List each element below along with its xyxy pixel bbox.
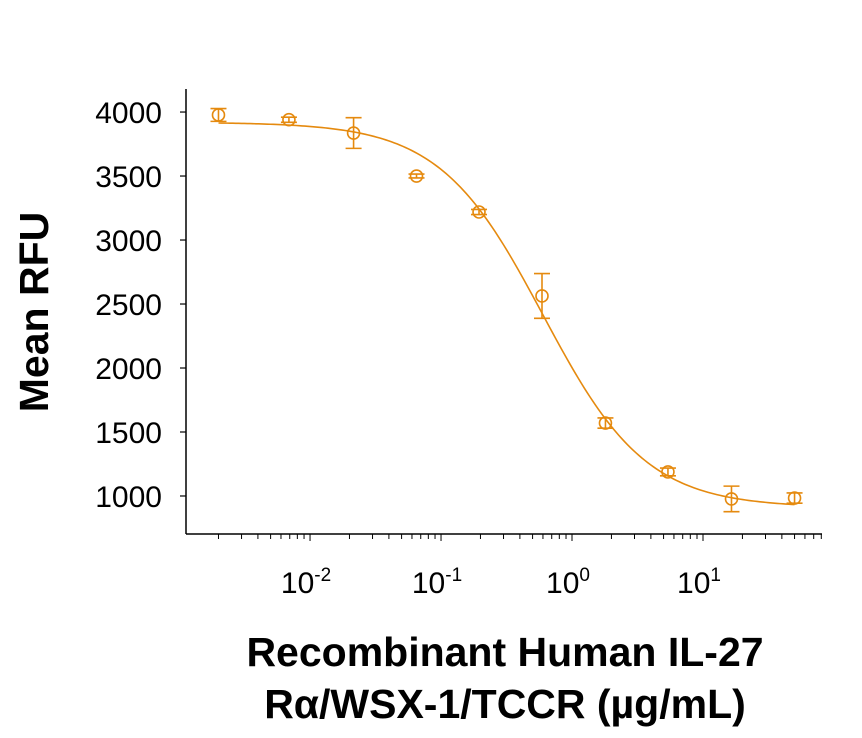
x-axis-title-line-1: Recombinant Human IL-27 <box>246 629 763 675</box>
x-tick-label-base: 10 <box>412 567 445 600</box>
y-tick-label: 2000 <box>95 353 162 386</box>
point-marker <box>472 205 486 219</box>
point-marker <box>787 491 802 505</box>
x-ticks: 10-2 10-1 100 101 <box>217 534 822 600</box>
point-marker <box>661 465 675 479</box>
x-tick-label-base: 10 <box>281 567 314 600</box>
data-point <box>408 169 425 183</box>
x-tick-label: 10-1 <box>412 565 462 600</box>
point-marker <box>282 112 296 127</box>
y-tick-label: 4000 <box>95 97 162 130</box>
x-tick-label-base: 10 <box>677 567 710 600</box>
y-tick-label: 3500 <box>95 161 162 194</box>
data-point <box>471 205 488 219</box>
data-point <box>723 485 740 513</box>
data-point <box>533 272 550 320</box>
x-tick-label-base: 10 <box>546 567 579 600</box>
point-marker <box>211 108 226 122</box>
data-point <box>280 112 297 127</box>
y-axis-title: Mean RFU <box>11 212 57 412</box>
y-tick-label: 2500 <box>95 289 162 322</box>
data-point <box>659 465 676 479</box>
point-marker <box>724 492 739 506</box>
data-points-layer <box>210 107 803 513</box>
point-marker <box>346 126 361 140</box>
y-tick-label: 3000 <box>95 225 162 258</box>
fit-curve-layer <box>218 122 795 506</box>
data-point <box>210 107 227 123</box>
x-axis-title-line-2: Rα/WSX-1/TCCR (µg/mL) <box>264 681 746 727</box>
point-marker <box>598 416 613 430</box>
data-point <box>597 416 614 430</box>
y-tick-label: 1500 <box>95 417 162 450</box>
data-point <box>786 491 803 505</box>
point-marker <box>409 169 424 183</box>
x-tick-label: 10-2 <box>281 565 331 600</box>
x-tick-label-exponent: -2 <box>314 565 331 586</box>
data-point <box>345 116 362 150</box>
point-marker <box>535 289 549 303</box>
x-tick-label: 100 <box>546 565 590 600</box>
x-tick-label-exponent: -1 <box>445 565 462 586</box>
fit-curve <box>218 122 795 506</box>
x-tick-label: 101 <box>677 565 721 600</box>
y-tick-label: 1000 <box>95 481 162 514</box>
y-ticks: 1000 1500 2000 2500 3000 3500 4000 <box>95 97 186 514</box>
x-tick-label-exponent: 0 <box>579 565 590 586</box>
x-tick-label-exponent: 1 <box>710 565 721 586</box>
